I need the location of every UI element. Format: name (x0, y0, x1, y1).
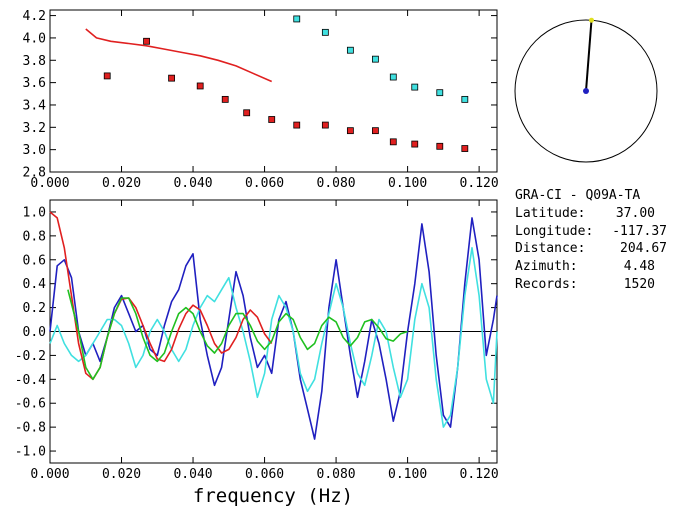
top-series-0-point (243, 109, 251, 117)
top-ytick-label: 3.8 (23, 54, 46, 69)
top-ytick-label: 4.2 (23, 9, 46, 24)
bottom-ytick-label: 0.6 (23, 253, 46, 268)
top-xtick-label: 0.080 (317, 176, 356, 191)
top-series-1-point (436, 89, 444, 97)
top-series-0-point (372, 127, 379, 135)
top-ytick-label: 2.8 (23, 166, 46, 181)
station-title: GRA-CI - Q09A-TA (515, 188, 640, 203)
info-value-latitude: 37.00 (616, 206, 655, 221)
top-series-1-point (372, 55, 379, 63)
bottom-series-0-line (49, 217, 498, 440)
info-label-latitude: Latitude: (515, 206, 585, 221)
info-label-azimuth: Azimuth: (515, 259, 578, 274)
azimuth-dial (514, 17, 658, 163)
top-ytick-label: 3.0 (23, 143, 46, 158)
bottom-xtick-label: 0.020 (102, 467, 141, 482)
top-xtick-label: 0.000 (30, 176, 69, 191)
bottom-ytick-label: -0.6 (15, 397, 46, 412)
bottom-xtick-label: 0.120 (460, 467, 499, 482)
top-series-1-point (346, 46, 354, 54)
top-series-1-point (411, 83, 419, 91)
top-xtick-label: 0.020 (102, 176, 141, 191)
azimuth-circle (514, 19, 658, 163)
bottom-xtick-label: 0.060 (245, 467, 284, 482)
bottom-ytick-label: 0.0 (23, 325, 46, 340)
top-series-1-point (389, 73, 397, 81)
bottom-ytick-label: -0.4 (15, 373, 46, 388)
top-series-0-point (346, 127, 354, 135)
top-chart-series (85, 15, 469, 152)
top-series-0-point (268, 116, 276, 123)
bottom-series-1-line (49, 247, 498, 428)
top-series-0-point (168, 74, 175, 82)
top-series-0-point (221, 95, 229, 103)
bottom-ytick-label: -0.2 (15, 349, 46, 364)
info-value-distance: 204.67 (620, 241, 667, 256)
top-series-0-point (103, 72, 111, 80)
top-series-0-point (293, 121, 301, 129)
top-series-0-point (321, 121, 329, 129)
top-ytick-label: 3.6 (23, 76, 46, 91)
top-xtick-label: 0.060 (245, 176, 284, 191)
top-series-1-point (321, 28, 329, 36)
bottom-ytick-label: 1.0 (23, 205, 46, 220)
bottom-chart-xlabel: frequency (Hz) (193, 485, 353, 507)
top-xtick-label: 0.040 (173, 176, 212, 191)
top-chart-ticks: 0.000 0.020 0.040 0.060 0.080 0.100 0.120 2.8 3.… (23, 9, 499, 191)
bottom-xtick-label: 0.100 (388, 467, 427, 482)
station-info: GRA-CI - Q09A-TA Latitude: 37.00 Longitu… (515, 188, 667, 292)
top-chart-frame (49, 9, 498, 173)
top-series-0-point (196, 82, 204, 90)
info-label-longitude: Longitude: (515, 224, 593, 239)
top-series-0-point (411, 140, 419, 148)
bottom-series-3-line (67, 289, 408, 381)
bottom-xtick-label: 0.040 (173, 467, 212, 482)
top-series-0-point (389, 138, 397, 146)
bottom-ytick-label: 0.4 (23, 277, 47, 292)
top-series-0-point (436, 142, 444, 150)
info-label-records: Records: (515, 277, 578, 292)
bottom-chart-ticks: 0.000 0.020 0.040 0.060 0.080 0.100 0.120 -1.0 -… (15, 200, 499, 482)
info-label-distance: Distance: (515, 241, 585, 256)
station-dot (583, 88, 589, 94)
top-xtick-label: 0.120 (460, 176, 499, 191)
top-ytick-label: 4.0 (23, 31, 46, 46)
bottom-series-2-line (49, 211, 273, 381)
top-series-1-point (461, 95, 469, 103)
top-series-0-point (461, 145, 469, 152)
bottom-xtick-label: 0.000 (30, 467, 69, 482)
bottom-chart: 0.000 0.020 0.040 0.060 0.080 0.100 0.120 -1.0 -… (15, 199, 499, 507)
bottom-ytick-label: -1.0 (15, 445, 46, 460)
bottom-chart-series (49, 211, 498, 440)
event-dot (589, 17, 594, 23)
info-value-longitude: -117.37 (612, 224, 667, 239)
bottom-ytick-label: 0.2 (23, 301, 46, 316)
top-ytick-label: 3.4 (23, 98, 47, 113)
top-ytick-label: 3.2 (23, 121, 46, 136)
bottom-ytick-label: -0.8 (15, 421, 46, 436)
info-value-azimuth: 4.48 (624, 259, 655, 274)
top-series-0-point (143, 37, 150, 45)
top-xtick-label: 0.100 (388, 176, 427, 191)
bottom-ytick-label: 0.8 (23, 229, 46, 244)
azimuth-needle (585, 20, 593, 92)
top-series-1-point (293, 15, 301, 23)
bottom-xtick-label: 0.080 (317, 467, 356, 482)
top-chart: 0.000 0.020 0.040 0.060 0.080 0.100 0.120 2.8 3.… (23, 9, 499, 191)
info-value-records: 1520 (624, 277, 655, 292)
top-series-2-line (85, 28, 273, 83)
